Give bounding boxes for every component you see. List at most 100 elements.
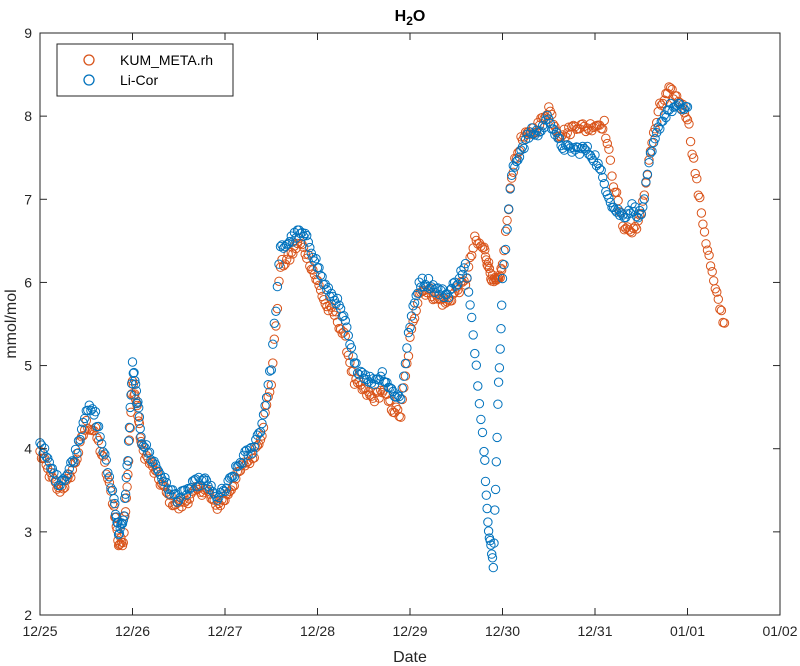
data-point (648, 137, 659, 148)
data-point (594, 163, 605, 174)
data-point (525, 127, 535, 137)
data-point (274, 276, 284, 286)
data-point (705, 261, 716, 271)
data-point (127, 357, 138, 367)
data-point (396, 412, 406, 422)
data-point (647, 146, 657, 157)
data-point (544, 114, 554, 124)
data-point (453, 279, 463, 289)
data-point (135, 433, 145, 443)
data-point (638, 196, 648, 206)
data-point (136, 432, 146, 442)
data-point (289, 227, 300, 238)
data-point (124, 422, 135, 433)
data-point (261, 392, 272, 403)
data-point (465, 300, 475, 310)
data-point (630, 221, 640, 232)
data-point (547, 109, 557, 120)
data-point (134, 418, 145, 429)
data-point (489, 538, 499, 548)
data-point (684, 119, 694, 129)
data-point (439, 292, 449, 303)
data-point (605, 155, 616, 165)
data-point (588, 122, 599, 133)
data-point (72, 448, 82, 459)
data-point (66, 457, 76, 468)
data-point (285, 255, 295, 265)
data-point (650, 134, 660, 144)
data-point (682, 102, 693, 112)
data-point (513, 155, 523, 165)
data-point (63, 469, 73, 479)
x-tick-label: 12/30 (485, 623, 520, 639)
data-point (507, 173, 517, 183)
data-point (499, 260, 509, 270)
data-point (308, 265, 318, 275)
data-point (483, 526, 494, 536)
data-point (255, 435, 266, 445)
data-point (357, 367, 367, 378)
data-point (689, 153, 699, 163)
data-point (335, 324, 346, 334)
data-point (682, 115, 693, 125)
data-point (84, 400, 95, 410)
y-tick-label: 5 (24, 358, 32, 374)
data-point (131, 386, 142, 396)
data-point (496, 324, 506, 334)
data-point (707, 267, 717, 277)
data-point (229, 472, 240, 482)
data-point (220, 495, 230, 506)
data-point (505, 184, 515, 194)
data-point (610, 205, 620, 215)
data-point (433, 283, 443, 293)
data-point (699, 227, 710, 237)
data-point (118, 515, 129, 525)
data-point (576, 143, 586, 154)
data-point (493, 399, 503, 409)
data-point (490, 273, 500, 283)
data-point (405, 322, 415, 332)
data-point (681, 113, 691, 123)
data-point (701, 239, 711, 249)
data-point (265, 387, 275, 397)
data-point (665, 83, 676, 93)
data-point (667, 106, 677, 117)
data-point (90, 407, 101, 417)
data-point (541, 112, 551, 122)
data-point (554, 133, 565, 144)
data-point (132, 398, 142, 409)
data-point (484, 263, 495, 274)
data-point (468, 330, 478, 340)
data-point (624, 225, 634, 235)
data-point (272, 281, 283, 292)
data-point (269, 334, 279, 344)
data-point (413, 298, 423, 308)
data-point (470, 348, 480, 359)
data-point (125, 423, 135, 433)
data-point (95, 432, 105, 442)
data-point (337, 328, 347, 338)
data-point (280, 241, 290, 252)
y-tick-label: 3 (24, 524, 32, 540)
data-point (376, 371, 386, 381)
data-point (302, 230, 312, 241)
data-point (480, 476, 491, 487)
data-point (473, 381, 483, 391)
legend-box (56, 43, 234, 97)
data-point (500, 226, 511, 237)
data-point (181, 490, 192, 500)
y-tick-label: 8 (24, 108, 32, 124)
data-point (70, 444, 81, 455)
data-point (104, 472, 115, 482)
data-point (113, 529, 124, 540)
data-point (340, 331, 350, 341)
x-tick-label: 12/28 (300, 623, 335, 639)
data-point (346, 343, 357, 353)
data-point (300, 249, 310, 259)
data-point (274, 259, 284, 269)
data-point (607, 171, 617, 181)
data-point (134, 403, 144, 413)
data-point (257, 418, 267, 429)
data-point (459, 263, 469, 273)
data-point (514, 152, 525, 162)
